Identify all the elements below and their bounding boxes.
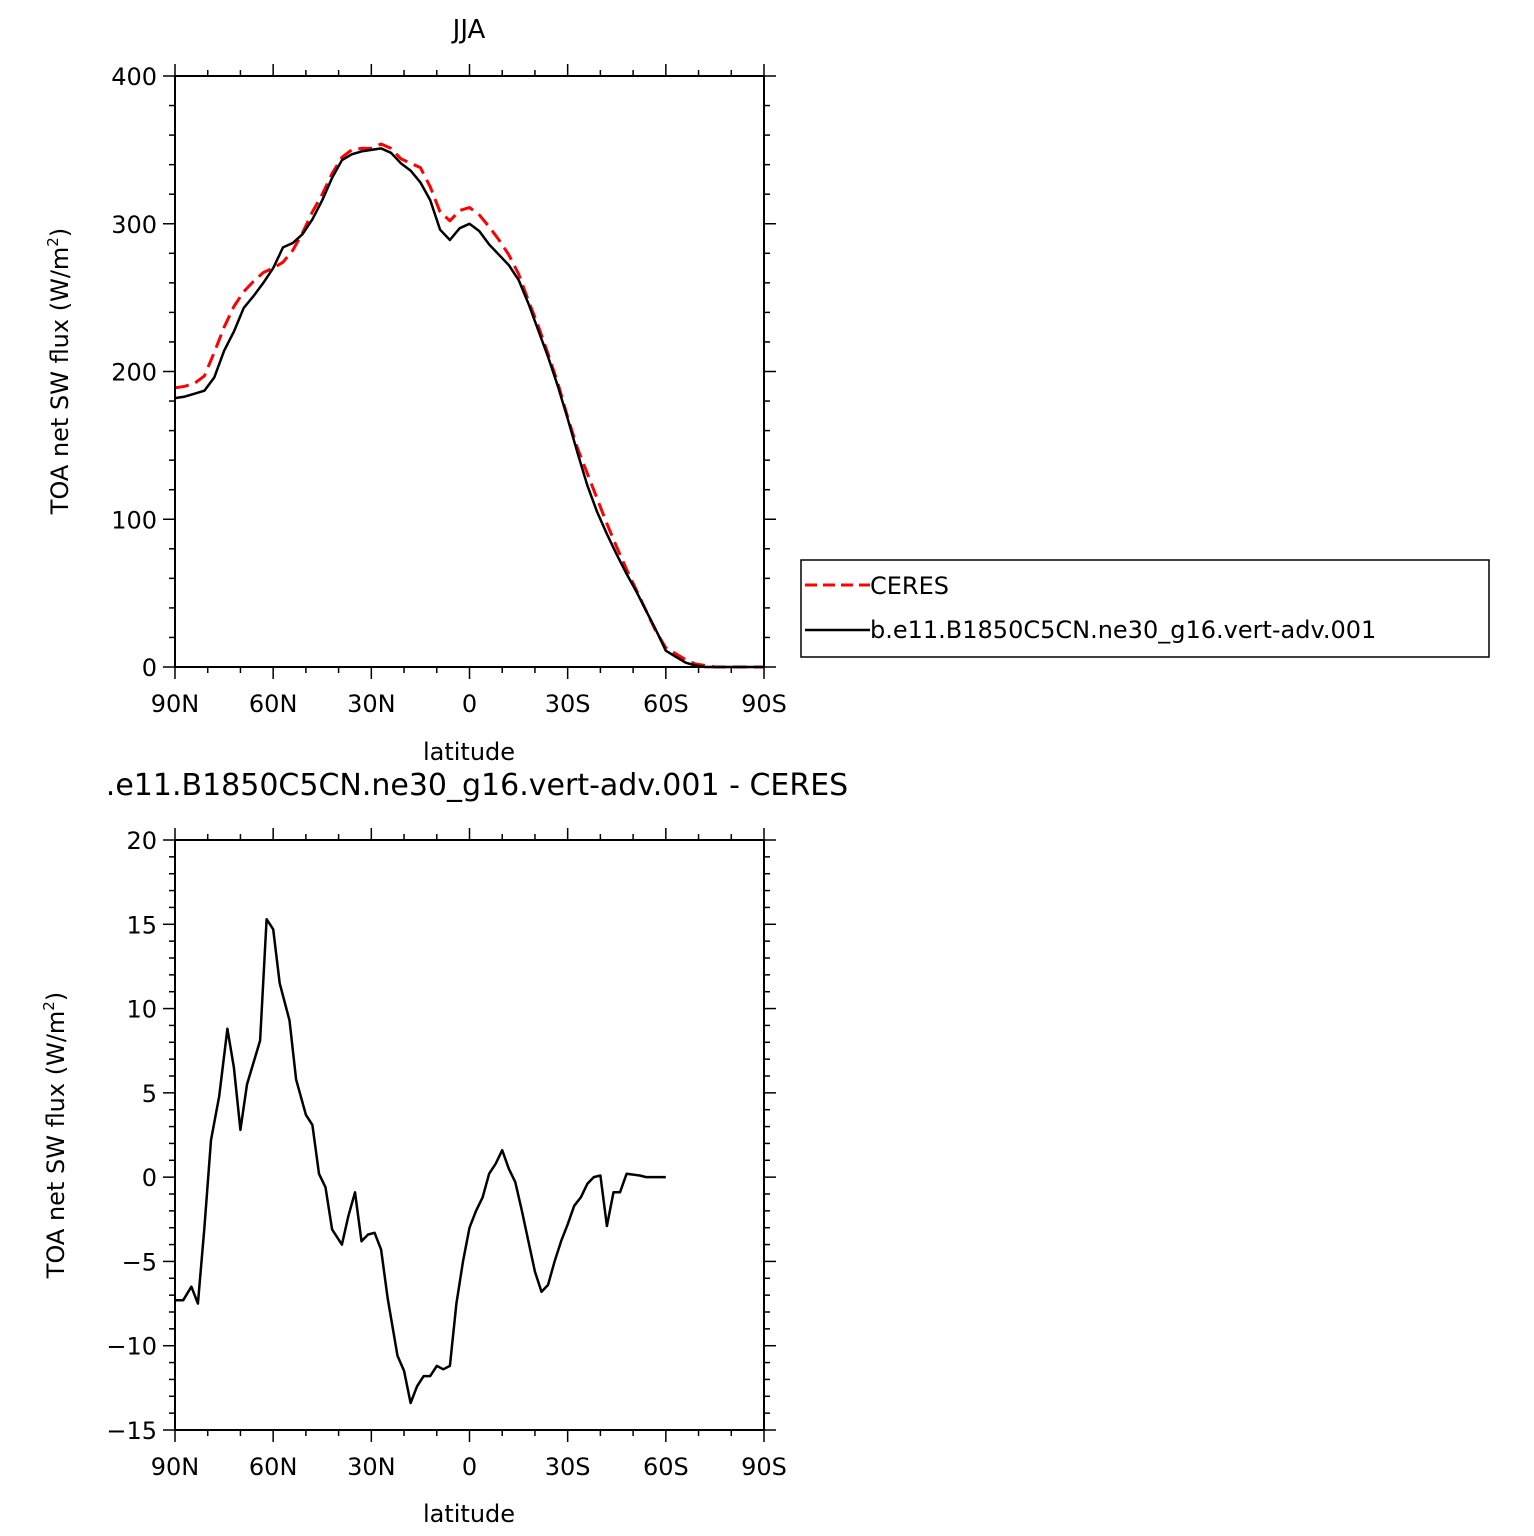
top-chart-ticks (163, 64, 776, 679)
bottom-chart-tick-labels: −15 −10 −5 0 5 10 15 20 90N 60N 30N 0 30S 60S 90S (106, 827, 787, 1481)
top-xtick-label: 30N (347, 690, 396, 718)
top-xtick-label: 30S (545, 690, 591, 718)
bottom-chart-frame (174, 839, 765, 1431)
bottom-series-line-0 (175, 917, 666, 1405)
top-chart-ylabel-close: ) (46, 228, 74, 237)
top-xtick-label: 0 (462, 690, 477, 718)
top-ytick-label: 100 (111, 506, 157, 534)
bottom-chart-series (175, 917, 666, 1405)
top-chart-ylabel-sup: 2 (44, 237, 62, 247)
bottom-xtick-label: 0 (462, 1453, 477, 1481)
top-xtick-label: 60N (249, 690, 298, 718)
bottom-xtick-label: 60N (249, 1453, 298, 1481)
top-series-line-1 (174, 147, 764, 669)
bottom-chart-ylabel-sup: 2 (40, 1001, 58, 1011)
top-ytick-label: 300 (111, 211, 157, 239)
bottom-xtick-label: 60S (643, 1453, 689, 1481)
top-chart-panel: JJA 0 100 200 300 400 90N 60N 30N 0 30S 60S 90S lat… (44, 15, 1490, 766)
bottom-ytick-label: 10 (126, 996, 157, 1024)
legend: CERES b.e11.B1850C5CN.ne30_g16.vert-adv.… (800, 559, 1490, 658)
bottom-ytick-label: −15 (106, 1417, 157, 1445)
bottom-xtick-label: 30S (545, 1453, 591, 1481)
top-xtick-label: 90S (741, 690, 787, 718)
top-ytick-label: 400 (111, 63, 157, 91)
bottom-chart-xlabel: latitude (423, 1500, 515, 1528)
bottom-chart-panel: .e11.B1850C5CN.ne30_g16.vert-adv.001 - C… (40, 768, 848, 1528)
bottom-ytick-label: 0 (142, 1164, 157, 1192)
top-chart-xlabel: latitude (423, 738, 515, 766)
bottom-xtick-label: 90S (741, 1453, 787, 1481)
bottom-chart-title: .e11.B1850C5CN.ne30_g16.vert-adv.001 - C… (106, 768, 848, 803)
bottom-ytick-label: 15 (126, 911, 157, 939)
top-chart-series (174, 142, 764, 669)
top-chart-ylabel: TOA net SW flux (W/m2) (44, 228, 74, 515)
bottom-ytick-label: −10 (106, 1333, 157, 1361)
top-ytick-label: 0 (142, 654, 157, 682)
top-chart-ylabel-main: TOA net SW flux (W/m (46, 247, 74, 516)
bottom-chart-ylabel: TOA net SW flux (W/m2) (40, 992, 70, 1279)
top-series-line-0 (174, 142, 764, 669)
top-ytick-label: 200 (111, 359, 157, 387)
bottom-ytick-label: 20 (126, 827, 157, 855)
bottom-ytick-label: 5 (142, 1080, 157, 1108)
bottom-chart-ylabel-close: ) (42, 992, 70, 1001)
top-chart-title: JJA (451, 15, 486, 45)
legend-box (800, 559, 1490, 658)
bottom-chart-ticks (163, 828, 776, 1442)
top-xtick-label: 90N (151, 690, 200, 718)
legend-ceres-label: CERES (870, 572, 949, 600)
bottom-ytick-label: −5 (122, 1248, 157, 1276)
top-xtick-label: 60S (643, 690, 689, 718)
top-chart-tick-labels: 0 100 200 300 400 90N 60N 30N 0 30S 60S 90S (111, 63, 787, 718)
top-chart-frame (174, 75, 765, 668)
bottom-xtick-label: 90N (151, 1453, 200, 1481)
legend-model-label: b.e11.B1850C5CN.ne30_g16.vert-adv.001 (870, 616, 1376, 644)
bottom-chart-ylabel-main: TOA net SW flux (W/m (42, 1011, 70, 1280)
bottom-xtick-label: 30N (347, 1453, 396, 1481)
